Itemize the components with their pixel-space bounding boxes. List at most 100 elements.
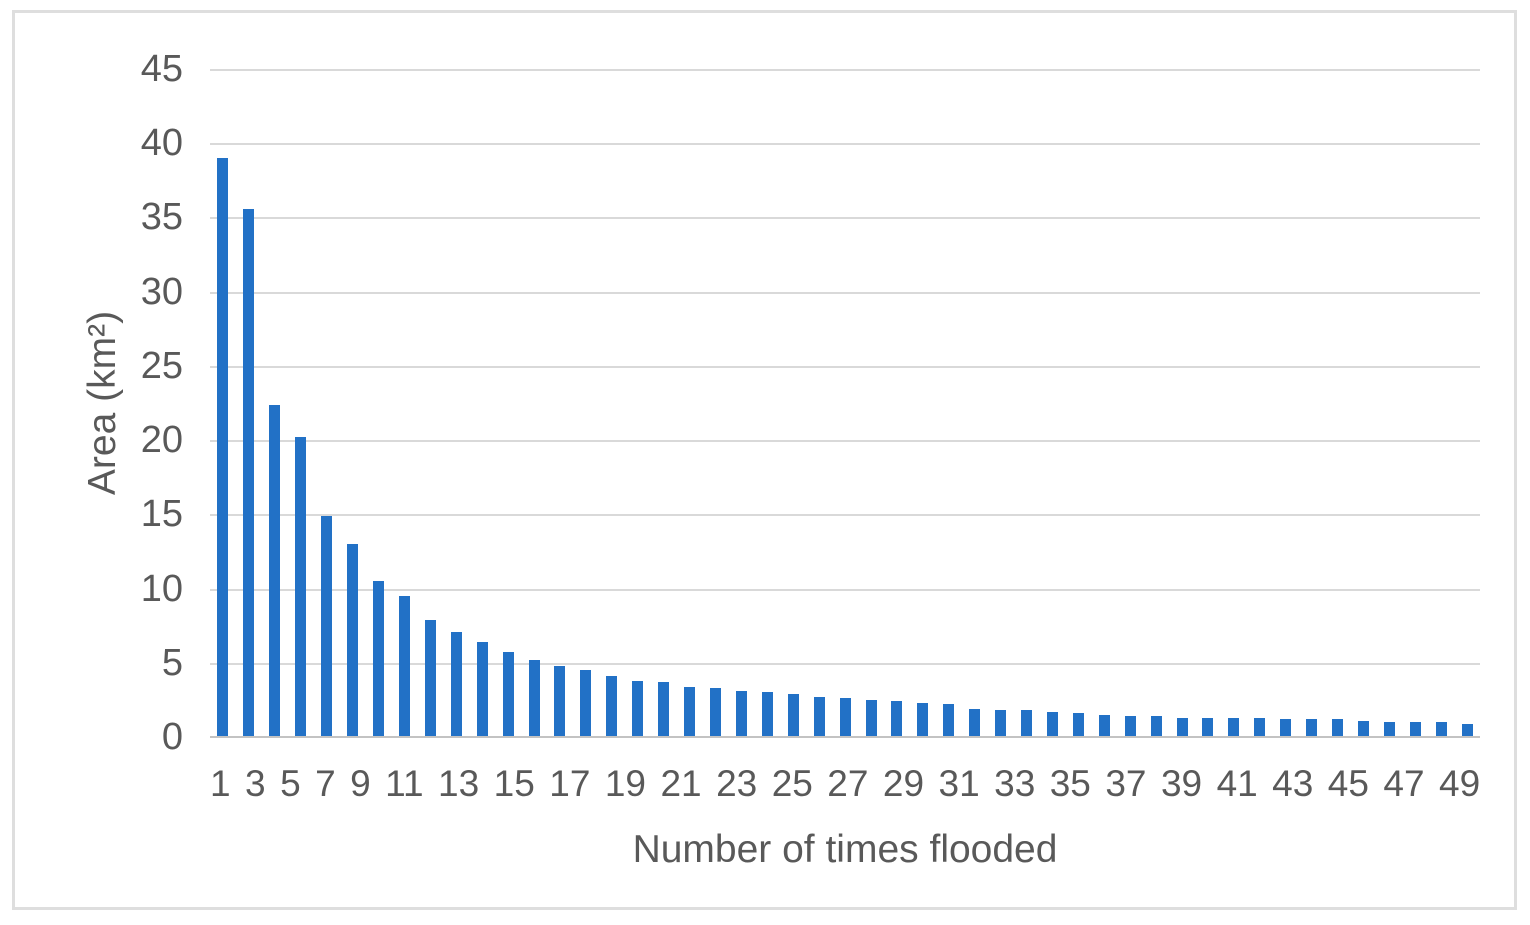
x-tick-label: 11 xyxy=(385,763,424,804)
bar-37 xyxy=(1150,716,1162,737)
bar-31 xyxy=(995,710,1007,737)
bar-slot xyxy=(391,69,417,737)
y-tick-label: 35 xyxy=(140,196,183,239)
bar-slot xyxy=(1273,69,1299,737)
gridline xyxy=(210,588,1480,591)
y-tick-label: 0 xyxy=(161,716,183,758)
bar-6 xyxy=(347,544,359,737)
x-tick-label xyxy=(1035,765,1049,802)
bar-38 xyxy=(1176,717,1188,737)
bar-20 xyxy=(709,688,721,737)
x-tick-label xyxy=(1091,765,1105,802)
x-axis-title: Number of times flooded xyxy=(632,828,1058,871)
x-tick-label xyxy=(1313,765,1327,802)
bar-8 xyxy=(398,595,410,737)
bar-36 xyxy=(1124,716,1136,737)
bar-slot xyxy=(1117,69,1143,737)
bar-slot xyxy=(1299,69,1325,737)
x-tick-label xyxy=(1202,765,1216,802)
x-tick-label xyxy=(1369,765,1383,802)
x-tick-label xyxy=(924,765,938,802)
x-tick-label: 15 xyxy=(493,763,535,804)
bars-group xyxy=(210,69,1480,737)
bar-9 xyxy=(424,619,436,737)
bar-33 xyxy=(1046,711,1058,737)
x-tick-label xyxy=(479,765,493,802)
bar-17 xyxy=(632,680,644,737)
bar-slot xyxy=(1169,69,1195,737)
bar-slot xyxy=(495,69,521,737)
plot-area xyxy=(210,69,1480,738)
gridline xyxy=(210,291,1480,294)
bar-12 xyxy=(502,652,514,737)
bar-slot xyxy=(469,69,495,737)
bar-3 xyxy=(269,404,281,737)
bar-slot xyxy=(314,69,340,737)
bar-24 xyxy=(813,696,825,737)
y-tick-label: 20 xyxy=(140,419,183,462)
x-tick-label: 31 xyxy=(938,763,980,804)
x-tick-label xyxy=(535,765,549,802)
bar-slot xyxy=(1040,69,1066,737)
bar-slot xyxy=(651,69,677,737)
bar-11 xyxy=(476,642,488,737)
x-axis-line xyxy=(210,736,1480,738)
bar-29 xyxy=(943,704,955,737)
bar-22 xyxy=(761,692,773,737)
x-tick-label: 13 xyxy=(438,763,480,804)
bar-1 xyxy=(217,158,229,737)
bar-21 xyxy=(735,690,747,737)
bar-slot xyxy=(1065,69,1091,737)
bar-slot xyxy=(1402,69,1428,737)
x-tick-label xyxy=(813,765,827,802)
x-tick-label: 27 xyxy=(827,763,869,804)
x-tick-label: 5 xyxy=(280,763,301,804)
bar-slot xyxy=(988,69,1014,737)
x-tick-label: 43 xyxy=(1272,763,1314,804)
bar-49 xyxy=(1461,723,1473,737)
bar-44 xyxy=(1332,719,1344,737)
x-tick-label: 29 xyxy=(882,763,925,804)
bar-slot xyxy=(806,69,832,737)
bar-10 xyxy=(450,631,462,737)
bar-slot xyxy=(262,69,288,737)
bar-15 xyxy=(580,670,592,737)
bar-slot xyxy=(236,69,262,737)
bar-slot xyxy=(1428,69,1454,737)
bar-slot xyxy=(1143,69,1169,737)
bar-slot xyxy=(1195,69,1221,737)
bar-slot xyxy=(1247,69,1273,737)
bar-slot xyxy=(599,69,625,737)
bar-23 xyxy=(787,693,799,737)
x-tick-label: 3 xyxy=(245,763,266,804)
bar-45 xyxy=(1358,720,1370,737)
bar-41 xyxy=(1254,717,1266,737)
y-tick-label: 45 xyxy=(140,48,183,90)
x-tick-label xyxy=(1258,765,1272,802)
x-tick-label: 9 xyxy=(350,763,371,804)
gridline xyxy=(210,143,1480,146)
y-tick-label: 40 xyxy=(140,122,183,165)
bar-slot xyxy=(728,69,754,737)
y-tick-label: 5 xyxy=(161,641,183,684)
bar-5 xyxy=(321,515,333,737)
x-tick-label: 49 xyxy=(1439,763,1481,804)
x-tick-label: 25 xyxy=(771,763,813,804)
x-tick-label xyxy=(980,765,994,802)
bar-slot xyxy=(547,69,573,737)
gridline xyxy=(210,662,1480,665)
x-tick-label xyxy=(266,765,280,802)
x-tick-label xyxy=(371,765,385,802)
bar-26 xyxy=(865,699,877,737)
bar-slot xyxy=(832,69,858,737)
bar-30 xyxy=(969,708,981,737)
x-tick-label: 41 xyxy=(1216,763,1258,804)
bar-slot xyxy=(910,69,936,737)
bar-39 xyxy=(1202,717,1214,737)
x-tick-label xyxy=(868,765,882,802)
bar-slot xyxy=(443,69,469,737)
bar-slot xyxy=(366,69,392,737)
bar-slot xyxy=(703,69,729,737)
bar-34 xyxy=(1072,713,1084,737)
